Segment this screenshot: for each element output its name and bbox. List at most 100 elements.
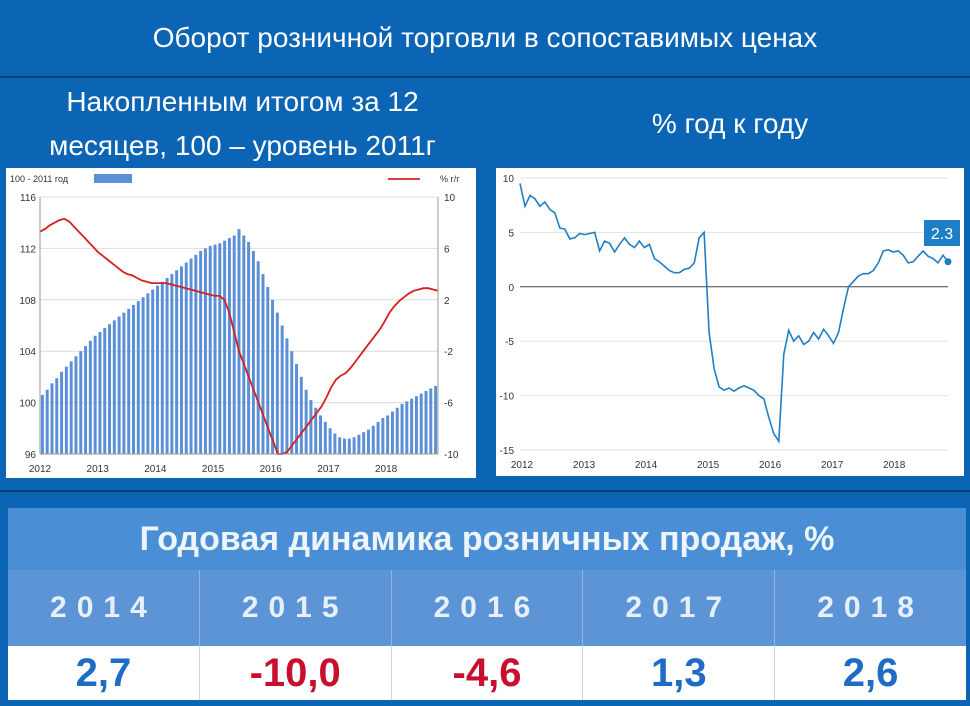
bar — [199, 250, 203, 454]
section-divider — [0, 490, 970, 492]
year-cell: 2018 — [817, 591, 924, 624]
value-cell: -4,6 — [392, 646, 584, 700]
bar — [69, 361, 73, 454]
bar — [103, 328, 107, 454]
bar — [333, 433, 337, 454]
page-title: Оборот розничной торговли в сопоставимых… — [152, 22, 818, 53]
year-cell: 2015 — [200, 570, 392, 646]
legend-swatch-bars — [94, 174, 132, 183]
bar — [256, 261, 260, 454]
bar — [45, 389, 49, 454]
x-tick-label: 2014 — [144, 464, 167, 475]
bar — [151, 289, 155, 454]
y-tick-left: 116 — [20, 193, 36, 204]
value-cell: 2,6 — [842, 650, 899, 695]
bar — [381, 418, 385, 454]
bar — [242, 235, 246, 454]
y-tick-left: 104 — [19, 347, 36, 358]
bar — [213, 244, 217, 454]
bar — [227, 238, 231, 454]
bar — [141, 297, 145, 454]
bar — [328, 428, 332, 454]
bar — [208, 245, 212, 454]
bar — [112, 320, 116, 454]
y-tick-left: 96 — [25, 450, 37, 461]
bar — [424, 391, 428, 454]
bar — [84, 346, 88, 454]
bar — [352, 437, 356, 454]
x-tick-label: 2017 — [821, 460, 844, 471]
bar — [261, 274, 265, 454]
bar — [247, 241, 251, 454]
bar — [299, 376, 303, 454]
bar — [251, 250, 255, 454]
x-tick-label: 2012 — [511, 460, 534, 471]
x-tick-label: 2016 — [260, 464, 283, 475]
bar — [223, 240, 227, 454]
bar — [165, 277, 169, 454]
bar — [203, 248, 207, 454]
bar — [338, 437, 342, 454]
bar — [400, 403, 404, 454]
bar — [275, 312, 279, 454]
bar — [395, 407, 399, 454]
y-tick-right: -6 — [444, 399, 453, 410]
year-cell: 2017 — [583, 570, 776, 646]
y-tick-left: 108 — [19, 296, 36, 307]
year-cell: 2014 — [8, 570, 200, 646]
y-tick: 0 — [508, 283, 514, 294]
bar — [60, 371, 64, 454]
bar — [314, 407, 318, 454]
bar — [405, 401, 409, 454]
bar — [343, 438, 346, 454]
bar — [266, 286, 270, 454]
x-tick-label: 2018 — [883, 460, 906, 471]
bar — [64, 366, 68, 454]
bar — [146, 293, 150, 454]
value-cell: -10,0 — [200, 646, 392, 700]
y-tick: 10 — [503, 174, 515, 185]
x-tick-label: 2015 — [202, 464, 225, 475]
bar — [194, 254, 198, 454]
bar — [434, 385, 438, 454]
y-tick: -5 — [505, 337, 514, 348]
bar — [40, 394, 44, 454]
x-tick-label: 2015 — [697, 460, 720, 471]
bar — [55, 378, 59, 454]
bar — [285, 338, 289, 454]
bar — [175, 270, 179, 454]
bar — [410, 398, 414, 454]
legend-label-bars: 100 - 2011 год — [10, 174, 69, 184]
bar — [376, 421, 380, 454]
end-label: 2.3 — [931, 226, 953, 243]
y-tick: -10 — [500, 392, 515, 403]
x-tick-label: 2017 — [317, 464, 340, 475]
bar — [74, 356, 78, 454]
bar — [419, 393, 423, 454]
bar — [271, 299, 275, 454]
bar — [295, 364, 299, 454]
bar — [98, 331, 102, 454]
bar — [132, 304, 135, 454]
y-tick-right: 2 — [444, 296, 450, 307]
bar — [290, 351, 294, 454]
bar — [122, 312, 126, 454]
bar — [371, 425, 375, 454]
value-cell: 1,3 — [583, 646, 776, 700]
bar — [218, 243, 222, 454]
left-subtitle-line2: месяцев, 100 – уровень 2011г — [49, 130, 436, 161]
bar — [429, 388, 433, 454]
bar — [170, 274, 174, 454]
bar — [357, 434, 361, 454]
bar — [304, 389, 308, 454]
bar — [127, 308, 131, 454]
bar — [179, 266, 183, 454]
right-chart: -15 -10 -5 0 5 10 2.3 2012 2013 2014 2015 2016 2017 2… — [500, 174, 960, 471]
year-cell: 2016 — [392, 570, 584, 646]
bar — [50, 383, 54, 454]
right-chart-subtitle: % год к году — [651, 108, 809, 139]
bar — [309, 400, 313, 454]
bar — [362, 432, 366, 454]
bar — [88, 340, 92, 454]
bar — [93, 335, 97, 454]
